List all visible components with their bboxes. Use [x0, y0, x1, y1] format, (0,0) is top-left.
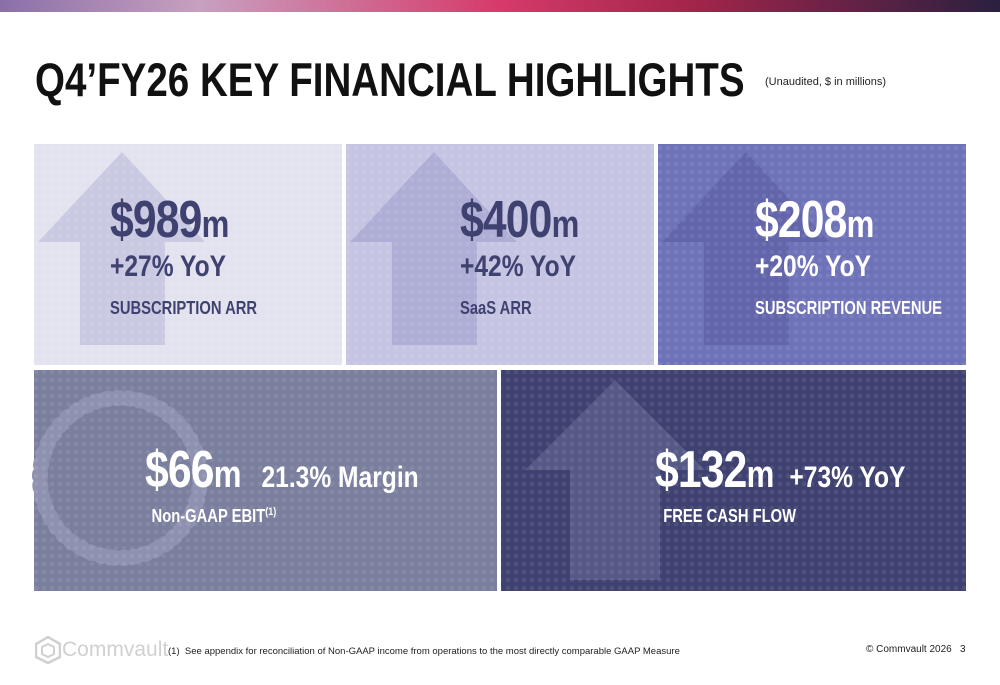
label: SUBSCRIPTION REVENUE	[755, 298, 942, 318]
subtitle: (Unaudited, $ in millions)	[765, 76, 887, 88]
top-bar	[0, 0, 1000, 12]
unit: m	[213, 454, 242, 496]
title: Q4’FY26 KEY FINANCIAL HIGHLIGHTS	[35, 53, 745, 106]
card-2: $400m +42% YoY SaaS ARR	[460, 190, 579, 319]
logo-text: Commvault	[62, 638, 169, 661]
amount: $400	[460, 191, 552, 249]
amount: $132	[655, 441, 747, 499]
card-4: $66m 21.3% Margin Non-GAAP EBIT(1)	[145, 440, 419, 527]
label-note: (1)	[265, 506, 277, 518]
unit: m	[551, 204, 580, 246]
growth: 21.3% Margin	[261, 461, 419, 494]
label: FREE CASH FLOW	[663, 506, 797, 526]
dot-texture	[34, 144, 966, 591]
unit: m	[201, 204, 230, 246]
amount: $208	[755, 191, 847, 249]
card-3: $208m +20% YoY SUBSCRIPTION REVENUE	[755, 190, 942, 319]
card-5: $132m +73% YoY FREE CASH FLOW	[655, 440, 905, 527]
amount: $66	[145, 441, 215, 499]
logo-icon	[35, 636, 61, 664]
footnote-text: See appendix for reconciliation of Non-G…	[184, 646, 680, 657]
growth: +20% YoY	[755, 250, 872, 283]
growth: +27% YoY	[110, 250, 227, 283]
card-1: $989m +27% YoY SUBSCRIPTION ARR	[110, 190, 257, 319]
page-number: 3	[960, 644, 966, 655]
label: SaaS ARR	[460, 298, 532, 318]
footnote-marker: (1)	[168, 646, 180, 657]
growth: +42% YoY	[460, 250, 577, 283]
label: SUBSCRIPTION ARR	[110, 298, 258, 318]
growth: +73% YoY	[789, 461, 906, 494]
footnote: (1) See appendix for reconciliation of N…	[168, 646, 680, 657]
unit: m	[746, 454, 775, 496]
label-wrap: Non-GAAP EBIT(1)	[152, 506, 419, 527]
label: Non-GAAP EBIT	[151, 506, 266, 526]
copyright: © Commvault 2026	[866, 644, 952, 655]
amount: $989	[110, 191, 202, 249]
unit: m	[846, 204, 875, 246]
